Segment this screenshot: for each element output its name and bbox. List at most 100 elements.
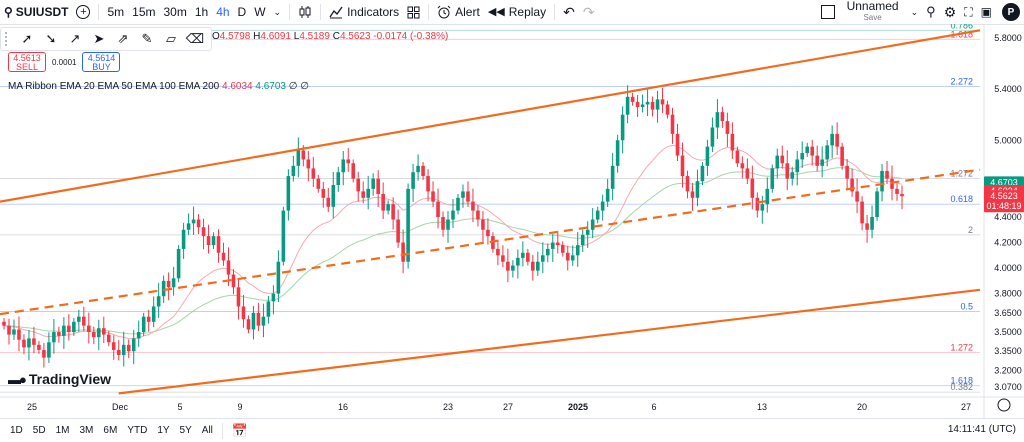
- range-ytd[interactable]: YTD: [127, 425, 148, 436]
- candle-body: [136, 332, 141, 339]
- price-axis-label: 4.4000: [994, 212, 1022, 222]
- price-axis-label: 4.2000: [994, 238, 1022, 248]
- candle-body: [271, 293, 276, 302]
- indicator-legend[interactable]: MA Ribbon EMA 20 EMA 50 EMA 100 EMA 200 …: [8, 81, 309, 92]
- interval-w[interactable]: W: [250, 0, 269, 24]
- quick-search-button[interactable]: ⚲: [922, 0, 940, 24]
- cursor-tool-icon[interactable]: ➤: [93, 31, 105, 46]
- candle-body: [256, 312, 261, 326]
- range-all[interactable]: All: [201, 425, 213, 436]
- range-1y[interactable]: 1Y: [157, 425, 170, 436]
- candle-body: [401, 242, 405, 262]
- trend-line-tool-icon[interactable]: ➚: [21, 31, 33, 46]
- candle-body: [186, 223, 191, 230]
- interval-4h[interactable]: 4h: [212, 0, 233, 24]
- alert-button[interactable]: Alert: [433, 0, 484, 24]
- interval-1h[interactable]: 1h: [191, 0, 212, 24]
- shape-tool-icon[interactable]: ▱: [166, 31, 176, 46]
- search-icon: ⚲: [4, 5, 13, 19]
- interval-d[interactable]: D: [234, 0, 251, 24]
- candle-body: [206, 236, 211, 246]
- candle-body: [131, 338, 136, 352]
- candle-body: [690, 191, 695, 198]
- templates-button[interactable]: [403, 0, 424, 24]
- sell-button[interactable]: 4.5613 SELL: [8, 52, 46, 72]
- interval-dropdown[interactable]: ⌄: [270, 0, 286, 24]
- alarm-clock-icon: [437, 5, 451, 19]
- range-5y[interactable]: 5Y: [179, 425, 192, 436]
- candle-body: [755, 197, 760, 211]
- ray-tool-icon[interactable]: ➘: [45, 31, 57, 46]
- drag-handle-icon[interactable]: [5, 32, 13, 46]
- replay-label: Replay: [508, 5, 547, 19]
- last-price-badge-text: 01:48:19: [986, 201, 1021, 211]
- top-toolbar: ⚲ SUIUSDT + 5m 15m 30m 1h 4h D W ⌄ Indic…: [0, 0, 1024, 25]
- low-value: 4.5189: [299, 31, 330, 42]
- price-chart[interactable]: 0.7861.6182.2721.2720.61820.51.2721.6180…: [0, 24, 1024, 418]
- save-layout-button[interactable]: Unnamed Save: [846, 0, 899, 23]
- candle-body: [356, 178, 361, 192]
- add-symbol-button[interactable]: +: [72, 0, 94, 24]
- close-key: C: [332, 31, 340, 42]
- last-price-badge: [984, 190, 1024, 213]
- indicators-button[interactable]: Indicators: [325, 0, 403, 24]
- arrow-tool-icon[interactable]: ⇗: [117, 31, 129, 46]
- layout-menu-button[interactable]: ⌄: [907, 0, 923, 24]
- price-axis-label: 5.4000: [994, 84, 1022, 94]
- candle-body: [560, 245, 565, 253]
- settings-button[interactable]: ⚙: [940, 0, 961, 24]
- range-3m[interactable]: 3M: [79, 425, 94, 436]
- utc-clock[interactable]: 14:11:41 (UTC): [947, 424, 1016, 435]
- layout-name: Unnamed: [846, 0, 899, 13]
- toolbar-right: Unnamed Save ⌄ ⚲ ⚙ ⛶ ▣ P: [817, 0, 1024, 24]
- candle-body: [760, 204, 765, 211]
- interval-15m[interactable]: 15m: [128, 0, 159, 24]
- candle-body: [47, 342, 51, 358]
- candle-body: [221, 252, 226, 261]
- trendline-channel-lower: [118, 288, 981, 395]
- undo-button[interactable]: ↶: [559, 0, 579, 24]
- replay-button[interactable]: ◀◀ Replay: [484, 0, 550, 24]
- brush-tool-icon[interactable]: ✎: [141, 31, 153, 46]
- fullscreen-button[interactable]: ⛶: [960, 0, 976, 24]
- eraser-tool-icon[interactable]: ⌫: [185, 31, 205, 46]
- candle-body: [620, 114, 625, 141]
- interval-30m[interactable]: 30m: [159, 0, 190, 24]
- redo-button[interactable]: ↷: [579, 0, 599, 24]
- candle-body: [855, 191, 859, 202]
- candle-body: [391, 204, 395, 220]
- drawing-toolbar: ➚ ➘ ↗ ➤ ⇗ ✎ ▱ ⌫: [0, 27, 212, 51]
- range-6m[interactable]: 6M: [103, 425, 118, 436]
- candle-body: [216, 236, 221, 253]
- candle-body: [281, 210, 286, 262]
- candle-body: [795, 159, 800, 173]
- indicator-value-1: 4.6034: [222, 81, 253, 92]
- range-1d[interactable]: 1D: [10, 425, 23, 436]
- time-axis-label: 2025: [568, 402, 588, 412]
- snapshot-button[interactable]: ▣: [977, 0, 996, 24]
- ema-badge-green-text: 4.6703: [990, 177, 1018, 187]
- date-range-icon[interactable]: 📅: [231, 422, 249, 438]
- candle-body: [126, 344, 131, 352]
- fib-level-label: 1.272: [950, 342, 973, 352]
- candle-body: [96, 328, 101, 338]
- symbol-search[interactable]: ⚲ SUIUSDT: [0, 0, 72, 24]
- interval-5m[interactable]: 5m: [103, 0, 128, 24]
- avatar[interactable]: P: [1002, 3, 1020, 21]
- buy-button[interactable]: 4.5614 BUY: [82, 52, 121, 72]
- price-axis-label: 3.3500: [994, 346, 1022, 356]
- time-axis-label: 13: [757, 402, 767, 412]
- range-1m[interactable]: 1M: [55, 425, 70, 436]
- interval-label: W: [254, 5, 266, 19]
- candle-body: [62, 325, 66, 336]
- candle-body: [835, 133, 839, 147]
- extended-line-tool-icon[interactable]: ↗: [69, 31, 81, 46]
- range-5d[interactable]: 5D: [32, 425, 46, 436]
- fib-level-label: 0.786: [950, 24, 973, 30]
- candle-body: [181, 229, 186, 249]
- chart-type-button[interactable]: [294, 0, 316, 24]
- candle-body: [376, 178, 380, 194]
- candle-body: [845, 165, 849, 179]
- candle-body: [725, 121, 730, 134]
- layout-button[interactable]: [817, 0, 839, 24]
